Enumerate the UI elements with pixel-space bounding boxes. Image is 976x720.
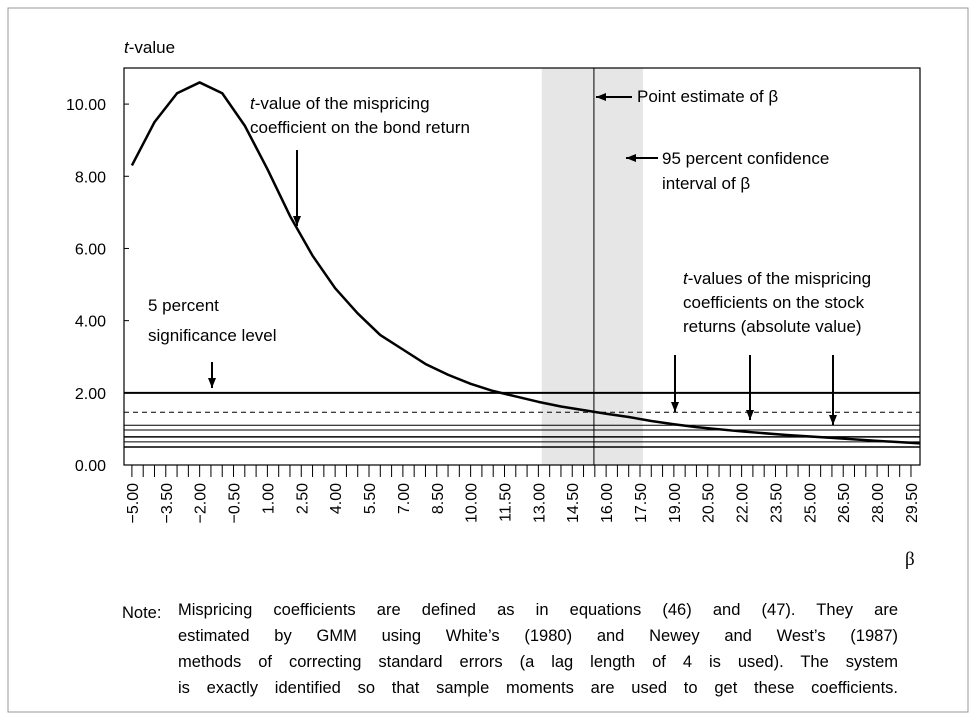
x-tick-label: 22.00 (735, 483, 752, 523)
y-axis-label: t-value (124, 38, 176, 57)
annotation: significance level (148, 326, 277, 345)
annotation-arrows (208, 93, 837, 425)
annotation: 5 percent (148, 296, 219, 315)
annotation: coefficients on the stock (683, 293, 865, 312)
note-line: methods of correcting standard errors (a… (178, 653, 898, 671)
annotation: coefficient on the bond return (250, 118, 470, 137)
x-tick-label: 26.50 (836, 483, 853, 523)
note-line: Mispricing coefficients are defined as i… (178, 601, 898, 619)
note-line: estimated by GMM using White’s (1980) an… (178, 627, 898, 645)
annotation: returns (absolute value) (683, 317, 862, 336)
x-tick-label: 1.00 (260, 483, 277, 514)
x-tick-label: 14.50 (565, 483, 582, 523)
annotation: t-value of the mispricing (250, 94, 430, 113)
y-tick-label: 10.00 (66, 97, 106, 114)
note-label: Note: (122, 604, 162, 622)
x-tick-label: 28.00 (870, 483, 887, 523)
x-tick-label: −5.00 (125, 483, 142, 524)
x-tick-label: 8.50 (430, 483, 447, 514)
plot-frame (123, 67, 921, 466)
x-tick-label: −3.50 (159, 483, 176, 524)
y-tick-label: 6.00 (75, 241, 106, 258)
y-tick-label: 8.00 (75, 169, 106, 186)
y-tick-label: 4.00 (75, 314, 106, 331)
x-tick-label: 11.50 (497, 483, 514, 522)
x-tick-label: 4.00 (328, 483, 345, 514)
x-tick-label: 17.50 (633, 483, 650, 523)
y-tick-label: 0.00 (75, 458, 106, 475)
annotation: t-values of the mispricing (683, 269, 872, 288)
x-tick-label: 7.00 (396, 483, 413, 514)
x-axis-label: β (905, 549, 915, 570)
x-tick-label: 2.50 (294, 483, 311, 514)
x-tick-label: 20.50 (701, 483, 718, 523)
x-tick-label: 16.00 (599, 483, 616, 523)
annotation: Point estimate of β (637, 87, 779, 106)
outer-frame (7, 7, 969, 713)
x-tick-label: 23.50 (768, 483, 785, 523)
x-tick-label: 19.00 (667, 483, 684, 523)
annotation: interval of β (662, 174, 751, 193)
annotation: 95 percent confidence (662, 149, 830, 168)
confidence-band (541, 68, 643, 465)
x-tick-label: 10.00 (464, 483, 481, 523)
curve (130, 81, 921, 445)
note-line: is exactly identified so that sample mom… (178, 679, 898, 697)
x-tick-label: 25.00 (802, 483, 819, 523)
y-tick-label: 2.00 (75, 386, 106, 403)
x-tick-label: 29.50 (904, 483, 921, 523)
x-tick-label: −0.50 (227, 483, 244, 524)
x-tick-label: −2.00 (193, 483, 210, 524)
x-tick-label: 5.50 (362, 483, 379, 514)
x-tick-label: 13.00 (531, 483, 548, 523)
